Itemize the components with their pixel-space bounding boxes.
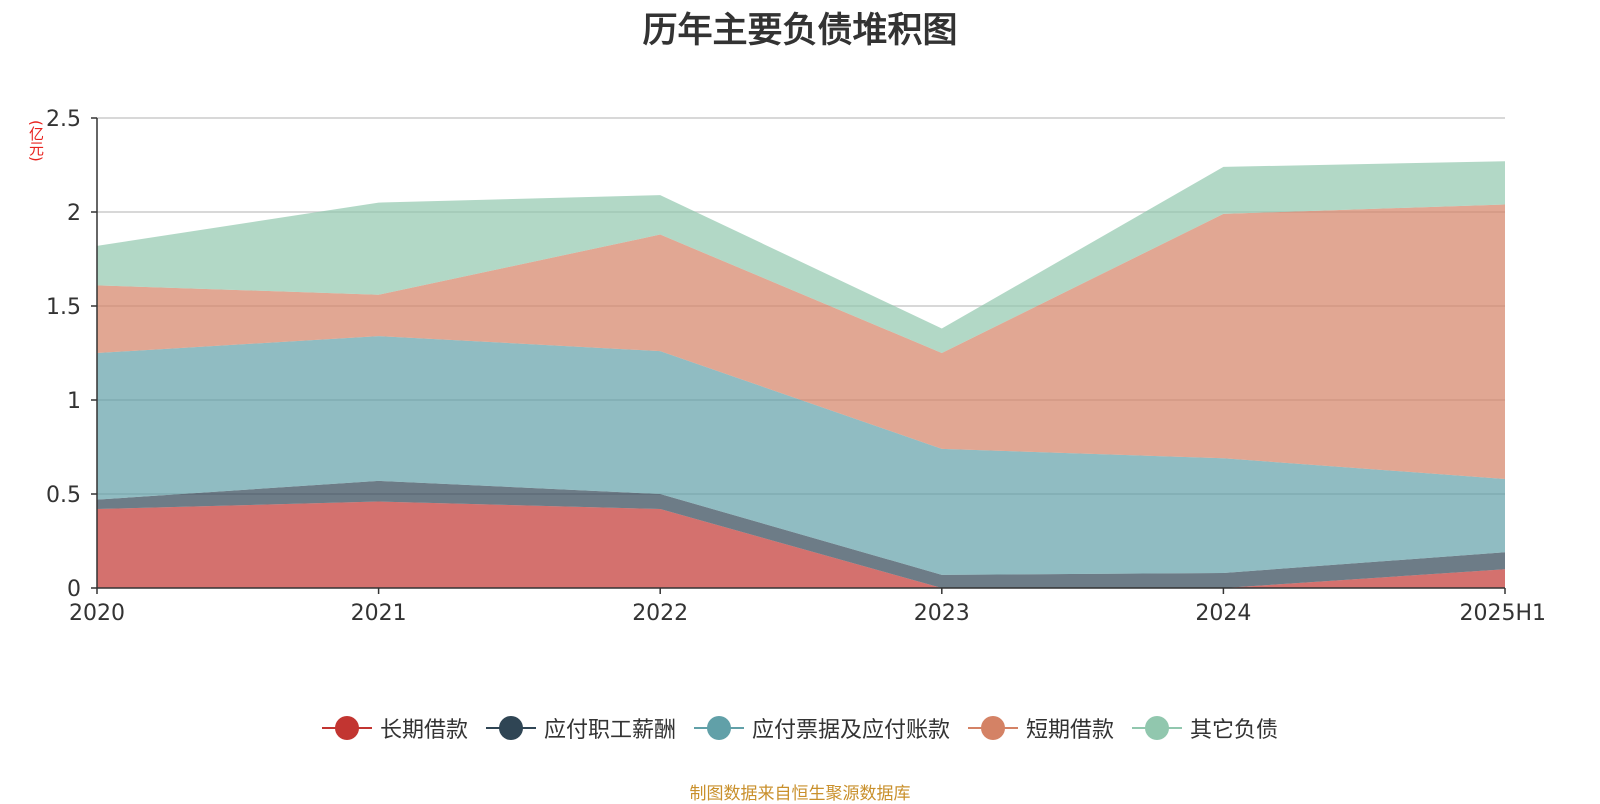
x-tick-label: 2025H1	[1459, 601, 1546, 626]
legend-marker	[693, 715, 744, 741]
y-tick-label: 1	[67, 389, 81, 414]
y-tick-label: 2.5	[46, 107, 81, 132]
y-tick-label: 0	[67, 577, 81, 602]
legend-label: 短期借款	[1026, 718, 1115, 743]
legend-item[interactable]: 其它负债	[1132, 712, 1278, 744]
legend-item[interactable]: 短期借款	[968, 712, 1114, 744]
y-tick-label: 2	[67, 201, 81, 226]
chart-title: 历年主要负债堆积图	[642, 11, 958, 51]
legend-marker	[968, 715, 1018, 741]
area-series-4	[97, 204, 1505, 479]
legend-marker	[321, 715, 372, 741]
x-tick-label: 2022	[632, 601, 688, 626]
x-tick-label: 2020	[69, 601, 125, 626]
legend-label: 应付职工薪酬	[543, 718, 676, 743]
x-tick-label: 2021	[351, 601, 407, 626]
x-tick-label: 2024	[1195, 601, 1251, 626]
y-axis-unit-label: (亿元)	[27, 120, 45, 162]
area-series-5	[97, 161, 1505, 353]
area-series-layer	[97, 161, 1505, 588]
legend: 长期借款 应付职工薪酬 应付票据及应付账款 短期借款 其它负债	[0, 712, 1600, 744]
x-tick-label: 2023	[914, 601, 970, 626]
legend-label: 长期借款	[379, 718, 468, 743]
area-series-1	[97, 501, 1505, 588]
source-note: 制图数据来自恒生聚源数据库	[689, 784, 911, 804]
legend-item[interactable]: 长期借款	[321, 712, 468, 744]
axes: 0 0.5 1 1.5 2 2.5 2020 2021 2022 2023 2024 2025H1	[46, 107, 1546, 626]
y-tick-label: 0.5	[46, 483, 81, 508]
legend-label: 其它负债	[1190, 718, 1279, 743]
legend-item[interactable]: 应付票据及应付账款	[693, 712, 950, 744]
y-tick-label: 1.5	[46, 295, 81, 320]
legend-label: 应付票据及应付账款	[751, 718, 950, 743]
legend-item[interactable]: 应付职工薪酬	[485, 712, 676, 744]
legend-marker	[1132, 715, 1183, 741]
legend-marker	[485, 715, 536, 741]
area-series-3	[97, 336, 1505, 575]
area-series-2	[97, 480, 1505, 588]
